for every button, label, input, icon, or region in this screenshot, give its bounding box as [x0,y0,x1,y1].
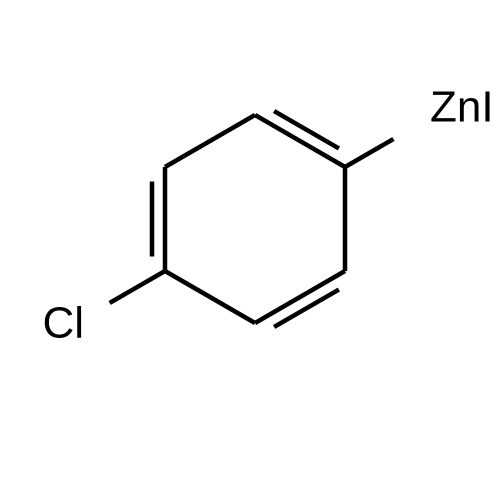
molecule-diagram: ZnI Cl [0,0,500,500]
bond-4 [255,271,345,323]
atom-label-zn: ZnI [430,83,494,132]
bond-0 [255,115,345,167]
bond-6 [345,139,393,167]
bond-7 [110,271,165,303]
bond-3 [165,271,255,323]
atom-label-cl: Cl [42,299,84,348]
bond-1 [165,115,255,167]
